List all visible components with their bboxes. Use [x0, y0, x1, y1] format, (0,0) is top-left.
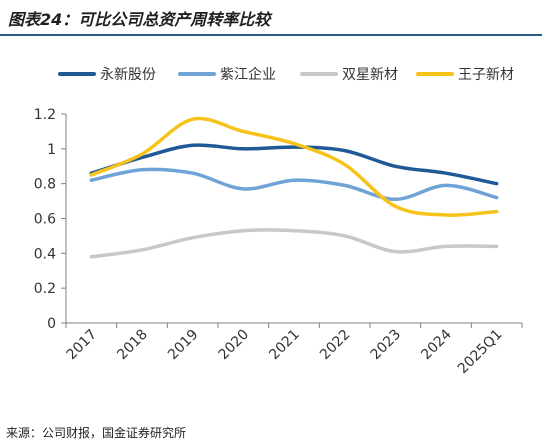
legend-label-1: 紫江企业: [220, 66, 276, 83]
y-tick-label: 0.2: [34, 281, 56, 297]
y-tick-label: 0.6: [34, 212, 56, 228]
x-tick-label: 2018: [114, 327, 151, 364]
series-line-3: [89, 116, 499, 217]
y-tick-label: 0.4: [34, 246, 56, 262]
legend-label-0: 永新股份: [100, 67, 156, 83]
x-tick-label: 2017: [64, 327, 101, 364]
chart-legend: 永新股份 紫江企业 双星新材 王子新材: [58, 66, 514, 83]
series-line-0: [89, 143, 499, 186]
series-line-1: [89, 167, 499, 202]
x-tick-label: 2023: [368, 327, 405, 364]
x-axis: 2017 2018 2019 2020 2021 2022 2023 2024 2025Q1: [64, 322, 523, 378]
x-tick-label: 2024: [418, 326, 455, 363]
legend-label-3: 王子新材: [458, 67, 514, 83]
y-axis: 0 0.2 0.4 0.6 0.8 1 1.2: [34, 107, 67, 332]
y-tick-label: 0: [47, 316, 56, 332]
legend-label-2: 双星新材: [342, 67, 398, 83]
figure-title: 图表24：可比公司总资产周转率比较: [8, 10, 271, 29]
x-tick-label: 2020: [216, 327, 253, 364]
series-line-2: [89, 228, 499, 259]
y-tick-label: 0.8: [34, 177, 56, 193]
x-tick-label: 2021: [266, 327, 303, 364]
x-tick-label: 2019: [165, 327, 202, 364]
x-tick-label: 2025Q1: [455, 327, 506, 378]
title-divider: [0, 34, 542, 36]
source-note: 来源：公司财报，国金证券研究所: [6, 426, 187, 440]
y-tick-label: 1.2: [34, 107, 56, 123]
series-lines: [89, 116, 499, 259]
x-tick-label: 2022: [317, 327, 354, 364]
y-tick-label: 1: [47, 142, 56, 158]
